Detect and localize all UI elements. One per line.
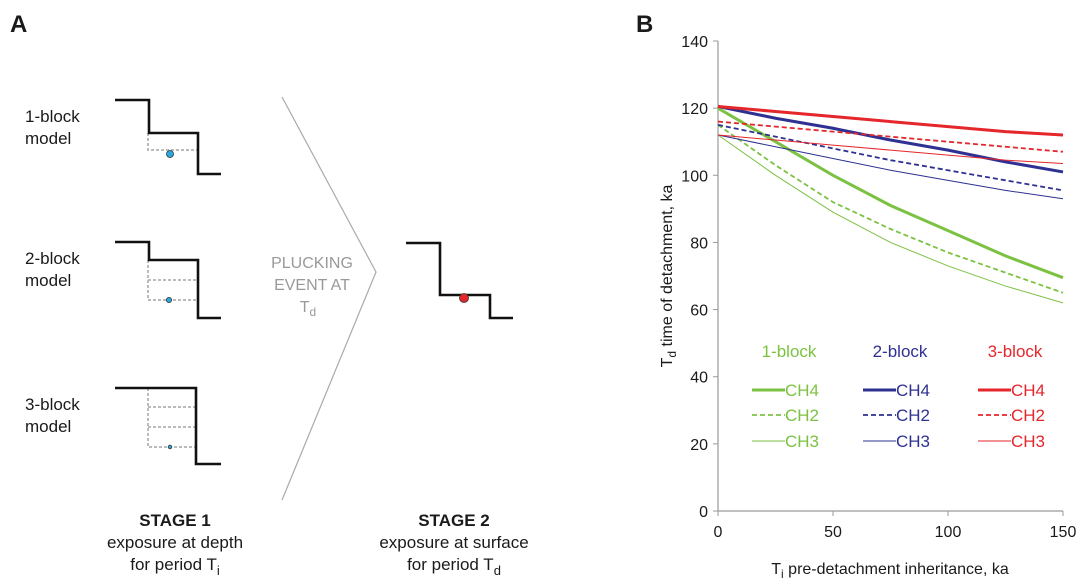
model-label: model xyxy=(25,271,71,290)
sample xyxy=(167,444,173,450)
series-line xyxy=(717,134,1064,304)
stage-text: exposure at depth xyxy=(107,533,243,552)
block-outline xyxy=(147,260,198,301)
series-line xyxy=(717,106,1064,280)
y-tick-label: 40 xyxy=(690,370,708,387)
event-label: Td xyxy=(300,299,316,319)
series-line xyxy=(717,134,1064,200)
legend-group-title: 1-block xyxy=(762,342,817,361)
chevron xyxy=(281,96,377,501)
model-label: model xyxy=(25,129,71,148)
sample xyxy=(166,150,174,158)
y-tick-label: 0 xyxy=(699,504,708,521)
bedrock-step xyxy=(115,240,221,320)
series-line xyxy=(717,104,1064,174)
x-axis-label: Ti pre-detachment inheritance, ka xyxy=(771,561,1009,581)
x-tick-label: 50 xyxy=(824,524,842,541)
legend-label: CH3 xyxy=(1011,432,1045,451)
series-line xyxy=(717,134,1064,165)
legend-label: CH4 xyxy=(896,381,930,400)
x-label-subscript: i xyxy=(781,567,784,581)
block-outline xyxy=(147,388,196,448)
sample xyxy=(165,296,172,303)
stage-text: for period Ti xyxy=(130,555,220,578)
event-subscript: d xyxy=(310,305,317,319)
model-label: 3-block xyxy=(25,395,80,414)
stage-subscript: i xyxy=(217,563,220,578)
legend-label: CH4 xyxy=(785,381,819,400)
model-label: 2-block xyxy=(25,249,80,268)
stage-text: for period Td xyxy=(407,555,501,578)
legend-group-title: 3-block xyxy=(988,342,1043,361)
model-label: model xyxy=(25,417,71,436)
event-label: PLUCKING xyxy=(271,255,353,272)
y-axis-label: Td time of detachment, ka xyxy=(659,185,679,368)
event-symbol: T xyxy=(300,299,310,316)
y-tick-label: 140 xyxy=(681,34,708,51)
series-line xyxy=(717,120,1064,153)
series-line xyxy=(717,104,1064,137)
legend-label: CH2 xyxy=(785,406,819,425)
y-tick-label: 100 xyxy=(681,168,708,185)
panel-label: B xyxy=(636,11,653,38)
x-tick-label: 0 xyxy=(714,524,723,541)
x-tick-label: 150 xyxy=(1050,524,1077,541)
series-line xyxy=(717,124,1064,294)
stage-text: exposure at surface xyxy=(379,533,528,552)
x-tick-label: 100 xyxy=(935,524,962,541)
bedrock-step xyxy=(406,241,513,320)
y-tick-label: 120 xyxy=(681,101,708,118)
stage-text-part: for period T xyxy=(407,555,494,574)
bedrock-step xyxy=(115,386,221,466)
legend-label: CH2 xyxy=(1011,406,1045,425)
stage-text-part: for period T xyxy=(130,555,217,574)
legend-group-title: 2-block xyxy=(873,342,928,361)
y-label-part: time of detachment, ka xyxy=(659,185,676,351)
y-tick-label: 60 xyxy=(690,303,708,320)
series-line xyxy=(717,124,1064,192)
panel-label: A xyxy=(10,11,27,38)
event-label: EVENT AT xyxy=(274,277,350,294)
legend-label: CH3 xyxy=(896,432,930,451)
x-label-part: pre-detachment inheritance, ka xyxy=(784,561,1009,578)
legend-label: CH2 xyxy=(896,406,930,425)
y-label-subscript: d xyxy=(665,351,679,358)
stage-title: STAGE 2 xyxy=(418,511,489,530)
legend-label: CH3 xyxy=(785,432,819,451)
x-label-part: T xyxy=(771,561,781,578)
stage-subscript: d xyxy=(494,563,501,578)
sample xyxy=(459,293,469,303)
stage-title: STAGE 1 xyxy=(139,511,210,530)
y-tick-label: 20 xyxy=(690,437,708,454)
bedrock-step xyxy=(115,98,221,176)
y-label-part: T xyxy=(659,357,676,367)
block-outline xyxy=(147,133,198,151)
legend-label: CH4 xyxy=(1011,381,1045,400)
y-tick-label: 80 xyxy=(690,235,708,252)
model-label: 1-block xyxy=(25,107,80,126)
